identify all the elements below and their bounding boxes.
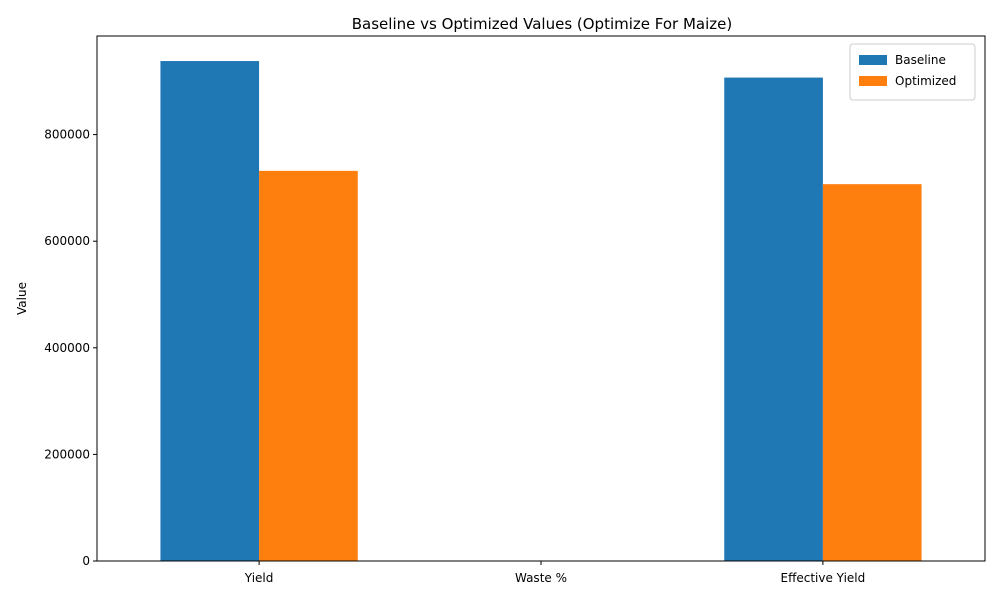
bars-group	[160, 61, 922, 562]
legend-label-baseline: Baseline	[895, 53, 946, 67]
bar-optimized-yield	[259, 170, 358, 561]
y-tick-label: 400000	[44, 341, 90, 355]
bar-baseline-yield	[160, 61, 260, 562]
bar-baseline-effective-yield	[724, 77, 823, 561]
bar-optimized-effective-yield	[822, 184, 922, 562]
x-tick-label: Waste %	[515, 571, 567, 585]
y-axis-label: Value	[15, 282, 29, 315]
x-tick-label: Yield	[244, 571, 274, 585]
plot-frame	[96, 35, 986, 562]
x-axis-ticks: Yield Waste % Effective Yield	[244, 561, 865, 585]
legend-swatch-baseline	[859, 55, 887, 65]
y-tick-label: 600000	[44, 234, 90, 248]
y-tick-label: 800000	[44, 128, 90, 142]
chart-title: Baseline vs Optimized Values (Optimize F…	[352, 15, 733, 33]
y-tick-label: 200000	[44, 447, 90, 461]
legend: Baseline Optimized	[849, 43, 976, 101]
y-tick-label: 0	[82, 554, 90, 568]
legend-label-optimized: Optimized	[895, 74, 956, 88]
y-axis-ticks: 0 200000 400000 600000 800000	[44, 128, 97, 568]
legend-swatch-optimized	[859, 76, 887, 86]
x-tick-label: Effective Yield	[781, 571, 866, 585]
